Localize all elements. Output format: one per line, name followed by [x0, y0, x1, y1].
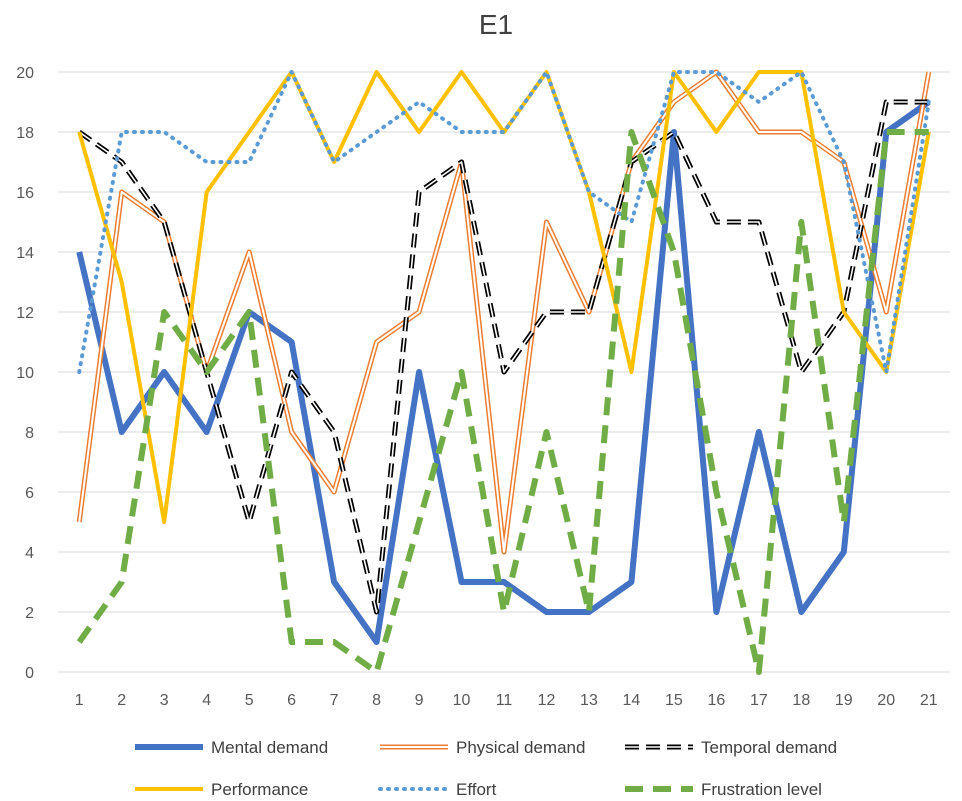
y-tick-label: 2 [25, 605, 34, 622]
x-tick-label: 21 [920, 692, 938, 709]
series-physical-demand [76, 69, 932, 555]
y-tick-label: 4 [25, 545, 34, 562]
series-temporal-demand [77, 99, 929, 615]
series-line-performance [77, 70, 931, 524]
y-axis-ticks: 0 2 4 6 8 10 12 14 16 18 20 [16, 65, 34, 682]
legend-item-effort: Effort [378, 780, 497, 799]
x-tick-label: 11 [496, 692, 513, 709]
x-tick-label: 18 [792, 692, 810, 709]
legend-label: Performance [211, 780, 308, 799]
legend: Mental demand Physical demand Temporal dem… [135, 738, 837, 799]
series-mental-demand [76, 99, 931, 645]
x-tick-label: 19 [835, 692, 853, 709]
series-effort [77, 70, 931, 374]
series-lines [76, 69, 932, 675]
legend-label: Frustration level [701, 780, 822, 799]
legend-label: Effort [456, 780, 497, 799]
x-tick-label: 17 [750, 692, 768, 709]
legend-item-temporal-demand: Temporal demand [625, 738, 837, 757]
series-line-frustration-level [76, 129, 929, 675]
x-tick-label: 14 [623, 692, 641, 709]
y-tick-label: 20 [16, 65, 34, 82]
x-tick-label: 13 [580, 692, 598, 709]
y-tick-label: 16 [16, 185, 34, 202]
series-line-temporal-demand-inner [78, 101, 929, 613]
series-frustration-level [76, 129, 929, 675]
x-tick-label: 9 [415, 692, 424, 709]
x-tick-label: 5 [245, 692, 254, 709]
series-line-effort [77, 70, 931, 374]
legend-item-mental-demand: Mental demand [135, 738, 328, 757]
x-tick-label: 4 [202, 692, 211, 709]
y-tick-label: 6 [25, 485, 34, 502]
y-tick-label: 0 [25, 665, 34, 682]
legend-item-performance: Performance [135, 780, 308, 799]
x-tick-label: 8 [372, 692, 381, 709]
chart-title: E1 [479, 9, 513, 40]
y-tick-label: 14 [16, 245, 34, 262]
y-tick-label: 10 [16, 365, 34, 382]
x-tick-label: 1 [75, 692, 84, 709]
legend-item-physical-demand: Physical demand [380, 738, 585, 757]
legend-label: Temporal demand [701, 738, 837, 757]
legend-label: Mental demand [211, 738, 328, 757]
series-line-mental-demand [76, 99, 931, 645]
x-tick-label: 10 [453, 692, 471, 709]
x-tick-label: 20 [877, 692, 895, 709]
legend-label: Physical demand [456, 738, 585, 757]
x-tick-label: 12 [538, 692, 556, 709]
x-tick-label: 15 [665, 692, 683, 709]
y-tick-label: 8 [25, 425, 34, 442]
x-tick-label: 2 [117, 692, 126, 709]
series-line-physical-demand-inner [78, 71, 930, 553]
series-performance [77, 70, 931, 524]
legend-item-frustration-level: Frustration level [625, 780, 822, 799]
y-tick-label: 18 [16, 125, 34, 142]
x-tick-label: 6 [287, 692, 296, 709]
x-tick-label: 16 [707, 692, 725, 709]
y-tick-label: 12 [16, 305, 34, 322]
x-axis-ticks: 1 2 3 4 5 6 7 8 9 10 11 12 13 14 15 16 17 18 19 20 21 [75, 692, 938, 709]
x-tick-label: 3 [160, 692, 169, 709]
x-tick-label: 7 [330, 692, 339, 709]
